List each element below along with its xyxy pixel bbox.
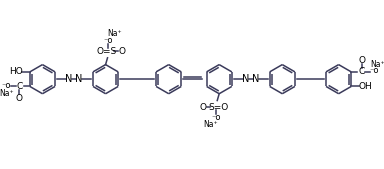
Text: C: C	[359, 67, 365, 76]
Text: S=O: S=O	[208, 103, 228, 112]
Text: HO: HO	[9, 67, 23, 76]
Text: Na⁺: Na⁺	[0, 89, 14, 98]
Text: O: O	[119, 46, 126, 55]
Text: ⁻o: ⁻o	[370, 66, 379, 75]
Text: C: C	[16, 82, 22, 91]
Text: Na⁺: Na⁺	[203, 120, 218, 129]
Text: ⁻o: ⁻o	[212, 114, 221, 123]
Text: OH: OH	[359, 82, 372, 91]
Text: O=S: O=S	[96, 46, 117, 55]
Text: N: N	[75, 74, 83, 84]
Text: Na⁺: Na⁺	[107, 29, 122, 38]
Text: N: N	[252, 74, 259, 84]
Text: ⁻o: ⁻o	[104, 36, 113, 45]
Text: O: O	[358, 56, 366, 65]
Text: ⁻o: ⁻o	[2, 81, 11, 90]
Text: N: N	[242, 74, 250, 84]
Text: Na⁺: Na⁺	[370, 60, 384, 69]
Text: N: N	[66, 74, 73, 84]
Text: O: O	[199, 103, 206, 112]
Text: O: O	[16, 94, 23, 103]
